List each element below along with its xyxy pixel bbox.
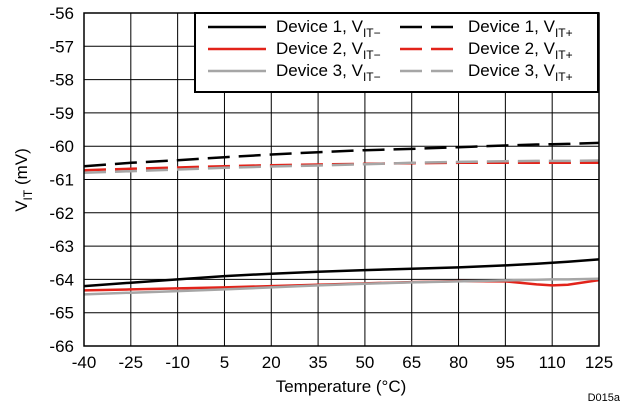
x-tick-label: 65 bbox=[402, 353, 421, 372]
y-tick-label: -58 bbox=[49, 71, 74, 90]
y-tick-label: -62 bbox=[49, 204, 74, 223]
legend-label-sub: IT− bbox=[363, 48, 381, 62]
legend-label-main: Device 3, V bbox=[276, 61, 364, 80]
legend-label-device-1: Device 1, VIT− bbox=[276, 17, 381, 40]
legend-label-main: Device 2, V bbox=[276, 39, 364, 58]
y-tick-label: -59 bbox=[49, 104, 74, 123]
x-tick-label: -10 bbox=[165, 353, 190, 372]
y-tick-label: -63 bbox=[49, 237, 74, 256]
y-tick-label: -66 bbox=[49, 337, 74, 356]
figure-id: D015a bbox=[588, 392, 621, 404]
x-tick-label: -25 bbox=[119, 353, 144, 372]
x-tick-label: 20 bbox=[262, 353, 281, 372]
legend-label-sub: IT+ bbox=[555, 48, 573, 62]
x-tick-label: -40 bbox=[72, 353, 97, 372]
x-tick-label: 35 bbox=[309, 353, 328, 372]
legend-label-device-2: Device 2, VIT− bbox=[276, 39, 381, 62]
legend-label-sub: IT+ bbox=[555, 70, 573, 84]
y-tick-label: -61 bbox=[49, 171, 74, 190]
y-tick-label: -64 bbox=[49, 270, 74, 289]
series-line-device-1-vit-plus bbox=[84, 141, 599, 168]
legend-label-main: Device 2, V bbox=[468, 39, 556, 58]
x-tick-label: 80 bbox=[449, 353, 468, 372]
y-tick-labels: -66 -65 -64 -63 -62 -61 -60 -59 -58 -57 -56 bbox=[49, 4, 74, 356]
series-line-device-3-vit-minus bbox=[84, 277, 599, 296]
series-line-device-2-vit-plus bbox=[84, 161, 599, 172]
x-tick-label: 95 bbox=[496, 353, 515, 372]
x-tick-label: 110 bbox=[539, 353, 566, 372]
series-line-device-1-vit-minus bbox=[84, 258, 599, 288]
legend: Device 1, VIT−Device 2, VIT−Device 3, VI… bbox=[194, 12, 599, 93]
y-axis-label-sub: IT bbox=[21, 189, 35, 200]
y-tick-label: -57 bbox=[49, 37, 74, 56]
legend-label-main: Device 1, V bbox=[468, 17, 556, 36]
legend-label-sub: IT+ bbox=[555, 26, 573, 40]
legend-label-device-3: Device 3, VIT− bbox=[276, 61, 381, 84]
x-tick-label: 125 bbox=[585, 353, 613, 372]
legend-label-sub: IT− bbox=[363, 70, 381, 84]
y-tick-label: -56 bbox=[49, 4, 74, 23]
legend-label-main: Device 1, V bbox=[276, 17, 364, 36]
legend-label-main: Device 3, V bbox=[468, 61, 556, 80]
x-tick-labels: -40 -25 -10 5 20 35 50 65 80 95 110 125 bbox=[72, 353, 613, 372]
x-axis-label: Temperature (°C) bbox=[276, 377, 407, 396]
y-axis-label: VIT (mV) bbox=[12, 148, 35, 212]
x-tick-label: 50 bbox=[355, 353, 374, 372]
y-axis-label-unit: (mV) bbox=[12, 148, 31, 190]
legend-label-device-3: Device 3, VIT+ bbox=[468, 61, 573, 84]
x-tick-label: 5 bbox=[220, 353, 229, 372]
legend-label-device-2: Device 2, VIT+ bbox=[468, 39, 573, 62]
series-group bbox=[84, 141, 599, 296]
y-tick-label: -60 bbox=[49, 137, 74, 156]
legend-label-device-1: Device 1, VIT+ bbox=[468, 17, 573, 40]
legend-label-sub: IT− bbox=[363, 26, 381, 40]
y-axis-label-main: V bbox=[12, 200, 31, 212]
series-line-device-3-vit-plus bbox=[84, 159, 599, 175]
y-tick-label: -65 bbox=[49, 304, 74, 323]
